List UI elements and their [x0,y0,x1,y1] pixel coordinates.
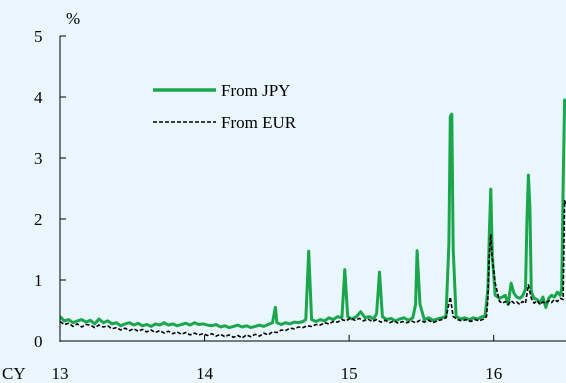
x-tick-label: 14 [196,364,214,383]
y-tick-label: 1 [34,271,43,290]
y-tick-label: 5 [34,27,43,46]
x-tick-label: 15 [341,364,358,383]
y-tick-label: 4 [34,88,43,107]
legend: From JPY From EUR [153,81,297,132]
x-axis-ticks: 13 14 15 16 [52,335,502,383]
series-line-eur [60,199,566,339]
legend-label: From JPY [221,81,290,100]
legend-label: From EUR [221,113,297,132]
x-tick-label: 16 [485,364,502,383]
x-axis-prefix-label: CY [2,364,26,383]
x-tick-label: 13 [52,364,69,383]
y-tick-label: 0 [34,332,43,351]
y-axis-unit-label: % [66,9,80,28]
y-axis-ticks: 0 1 2 3 4 5 [34,27,66,351]
y-tick-label: 2 [34,210,43,229]
series-layer [60,98,566,339]
y-tick-label: 3 [34,149,43,168]
